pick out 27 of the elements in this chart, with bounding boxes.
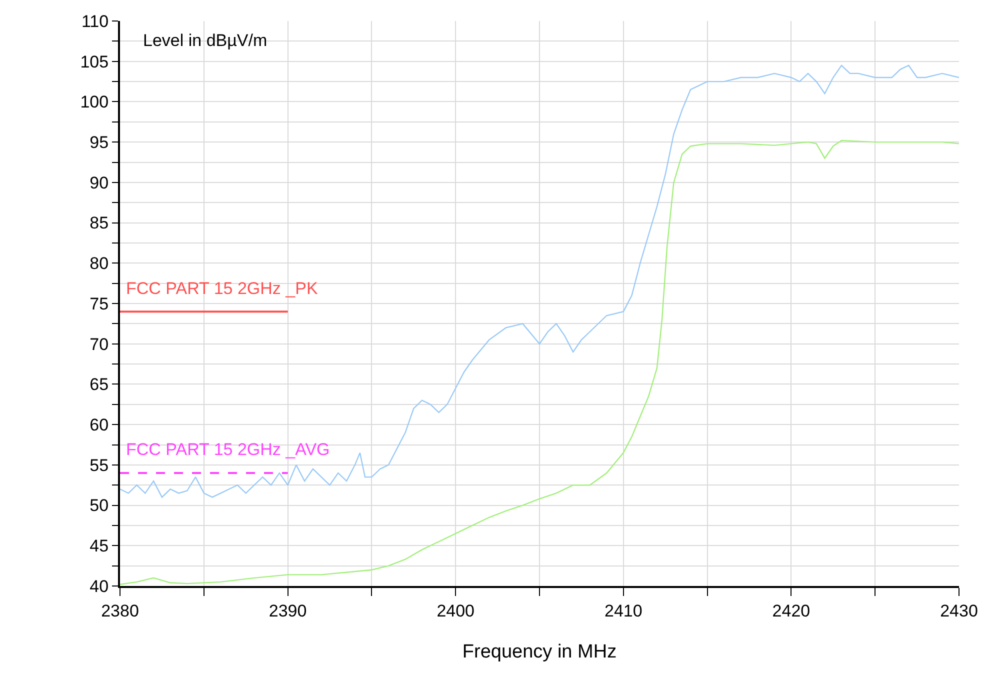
y-tick-label: 50 — [90, 496, 109, 516]
line-series — [120, 64, 959, 498]
y-tick-label: 90 — [90, 173, 109, 192]
y-tick-label: 70 — [90, 334, 109, 354]
y-tick-label: 110 — [81, 12, 109, 31]
x-tick-label: 2400 — [436, 601, 475, 620]
series-label: FCC PART 15 2GHz _PK — [126, 279, 318, 298]
x-tick-label: 2380 — [101, 601, 139, 620]
y-tick-label: 40 — [90, 576, 109, 596]
y-tick-label: 60 — [90, 416, 109, 435]
y-tick-label: 80 — [90, 254, 109, 274]
y-tick-label: 85 — [90, 214, 109, 233]
y-tick-label: 95 — [90, 133, 109, 152]
x-tick-label: 2430 — [940, 601, 978, 620]
y-tick-label: 45 — [90, 536, 109, 556]
x-tick-label: 2420 — [772, 601, 810, 620]
y-tick-label: 105 — [80, 52, 109, 72]
line-series — [120, 140, 959, 585]
x-axis-title: Frequency in MHz — [462, 642, 617, 663]
x-tick-label: 2410 — [604, 601, 642, 620]
y-tick-label: 55 — [90, 456, 109, 475]
series-label: FCC PART 15 2GHz _AVG — [126, 440, 330, 459]
x-tick-label: 2390 — [268, 601, 307, 620]
y-tick-label: 100 — [80, 92, 109, 112]
y-tick-label: 75 — [90, 294, 109, 314]
y-axis-title: Level in dBµV/m — [143, 31, 268, 50]
y-tick-label: 65 — [90, 375, 109, 394]
